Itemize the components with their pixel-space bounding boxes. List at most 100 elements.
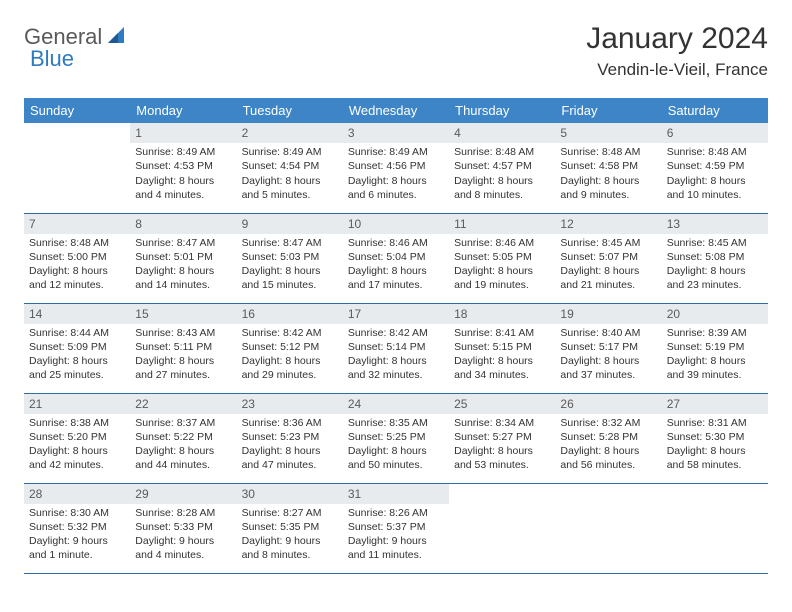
sunrise-text: Sunrise: 8:45 AM <box>667 236 763 250</box>
day-number: 28 <box>24 484 130 504</box>
day-number: 16 <box>237 304 343 324</box>
cell-body: Sunrise: 8:30 AMSunset: 5:32 PMDaylight:… <box>24 504 130 567</box>
cell-body: Sunrise: 8:48 AMSunset: 4:59 PMDaylight:… <box>662 143 768 206</box>
cell-body: Sunrise: 8:28 AMSunset: 5:33 PMDaylight:… <box>130 504 236 567</box>
daylight-text: Daylight: 8 hours and 47 minutes. <box>242 444 338 472</box>
day-number: 17 <box>343 304 449 324</box>
sunset-text: Sunset: 5:22 PM <box>135 430 231 444</box>
cell-body: Sunrise: 8:38 AMSunset: 5:20 PMDaylight:… <box>24 414 130 477</box>
daylight-text: Daylight: 8 hours and 19 minutes. <box>454 264 550 292</box>
calendar-cell <box>449 483 555 573</box>
cell-body: Sunrise: 8:48 AMSunset: 4:57 PMDaylight:… <box>449 143 555 206</box>
daylight-text: Daylight: 8 hours and 25 minutes. <box>29 354 125 382</box>
day-number: 6 <box>662 123 768 143</box>
day-number: 1 <box>130 123 236 143</box>
month-title: January 2024 <box>586 22 768 56</box>
calendar-cell: 21Sunrise: 8:38 AMSunset: 5:20 PMDayligh… <box>24 393 130 483</box>
daylight-text: Daylight: 8 hours and 42 minutes. <box>29 444 125 472</box>
day-number: 5 <box>555 123 661 143</box>
day-header: Saturday <box>662 98 768 123</box>
location-label: Vendin-le-Vieil, France <box>586 60 768 80</box>
day-number: 14 <box>24 304 130 324</box>
sunset-text: Sunset: 4:58 PM <box>560 159 656 173</box>
day-number: 13 <box>662 214 768 234</box>
calendar-cell: 12Sunrise: 8:45 AMSunset: 5:07 PMDayligh… <box>555 213 661 303</box>
day-number: 25 <box>449 394 555 414</box>
daylight-text: Daylight: 8 hours and 37 minutes. <box>560 354 656 382</box>
day-number: 10 <box>343 214 449 234</box>
sunrise-text: Sunrise: 8:43 AM <box>135 326 231 340</box>
daylight-text: Daylight: 8 hours and 32 minutes. <box>348 354 444 382</box>
cell-body: Sunrise: 8:45 AMSunset: 5:08 PMDaylight:… <box>662 234 768 297</box>
sunrise-text: Sunrise: 8:41 AM <box>454 326 550 340</box>
calendar-cell: 16Sunrise: 8:42 AMSunset: 5:12 PMDayligh… <box>237 303 343 393</box>
calendar-table: Sunday Monday Tuesday Wednesday Thursday… <box>24 98 768 574</box>
sunset-text: Sunset: 4:57 PM <box>454 159 550 173</box>
day-header-row: Sunday Monday Tuesday Wednesday Thursday… <box>24 98 768 123</box>
day-number: 9 <box>237 214 343 234</box>
day-number: 18 <box>449 304 555 324</box>
cell-body: Sunrise: 8:45 AMSunset: 5:07 PMDaylight:… <box>555 234 661 297</box>
calendar-cell: 25Sunrise: 8:34 AMSunset: 5:27 PMDayligh… <box>449 393 555 483</box>
sunrise-text: Sunrise: 8:48 AM <box>29 236 125 250</box>
sunset-text: Sunset: 5:00 PM <box>29 250 125 264</box>
day-number: 8 <box>130 214 236 234</box>
cell-body: Sunrise: 8:48 AMSunset: 4:58 PMDaylight:… <box>555 143 661 206</box>
calendar-cell: 9Sunrise: 8:47 AMSunset: 5:03 PMDaylight… <box>237 213 343 303</box>
cell-body: Sunrise: 8:36 AMSunset: 5:23 PMDaylight:… <box>237 414 343 477</box>
day-number: 7 <box>24 214 130 234</box>
day-number: 26 <box>555 394 661 414</box>
cell-body: Sunrise: 8:35 AMSunset: 5:25 PMDaylight:… <box>343 414 449 477</box>
cell-body: Sunrise: 8:42 AMSunset: 5:14 PMDaylight:… <box>343 324 449 387</box>
day-number: 4 <box>449 123 555 143</box>
sunset-text: Sunset: 5:01 PM <box>135 250 231 264</box>
cell-body: Sunrise: 8:49 AMSunset: 4:53 PMDaylight:… <box>130 143 236 206</box>
day-number: 12 <box>555 214 661 234</box>
cell-body: Sunrise: 8:34 AMSunset: 5:27 PMDaylight:… <box>449 414 555 477</box>
calendar-cell: 14Sunrise: 8:44 AMSunset: 5:09 PMDayligh… <box>24 303 130 393</box>
sunset-text: Sunset: 5:08 PM <box>667 250 763 264</box>
day-number: 3 <box>343 123 449 143</box>
logo-sail-icon <box>106 25 126 50</box>
calendar-cell: 24Sunrise: 8:35 AMSunset: 5:25 PMDayligh… <box>343 393 449 483</box>
calendar-cell: 22Sunrise: 8:37 AMSunset: 5:22 PMDayligh… <box>130 393 236 483</box>
calendar-cell: 3Sunrise: 8:49 AMSunset: 4:56 PMDaylight… <box>343 123 449 213</box>
day-header: Monday <box>130 98 236 123</box>
sunrise-text: Sunrise: 8:48 AM <box>667 145 763 159</box>
daylight-text: Daylight: 9 hours and 8 minutes. <box>242 534 338 562</box>
daylight-text: Daylight: 8 hours and 6 minutes. <box>348 174 444 202</box>
calendar-cell: 4Sunrise: 8:48 AMSunset: 4:57 PMDaylight… <box>449 123 555 213</box>
cell-body: Sunrise: 8:41 AMSunset: 5:15 PMDaylight:… <box>449 324 555 387</box>
sunrise-text: Sunrise: 8:49 AM <box>242 145 338 159</box>
calendar-cell <box>24 123 130 213</box>
calendar-cell: 30Sunrise: 8:27 AMSunset: 5:35 PMDayligh… <box>237 483 343 573</box>
day-number: 15 <box>130 304 236 324</box>
cell-body: Sunrise: 8:32 AMSunset: 5:28 PMDaylight:… <box>555 414 661 477</box>
sunset-text: Sunset: 5:23 PM <box>242 430 338 444</box>
sunset-text: Sunset: 5:32 PM <box>29 520 125 534</box>
daylight-text: Daylight: 8 hours and 56 minutes. <box>560 444 656 472</box>
sunset-text: Sunset: 5:28 PM <box>560 430 656 444</box>
sunset-text: Sunset: 5:11 PM <box>135 340 231 354</box>
day-header: Tuesday <box>237 98 343 123</box>
sunrise-text: Sunrise: 8:40 AM <box>560 326 656 340</box>
calendar-cell: 15Sunrise: 8:43 AMSunset: 5:11 PMDayligh… <box>130 303 236 393</box>
sunrise-text: Sunrise: 8:36 AM <box>242 416 338 430</box>
sunrise-text: Sunrise: 8:46 AM <box>348 236 444 250</box>
daylight-text: Daylight: 8 hours and 53 minutes. <box>454 444 550 472</box>
sunrise-text: Sunrise: 8:45 AM <box>560 236 656 250</box>
cell-body: Sunrise: 8:27 AMSunset: 5:35 PMDaylight:… <box>237 504 343 567</box>
day-header: Thursday <box>449 98 555 123</box>
cell-body: Sunrise: 8:49 AMSunset: 4:56 PMDaylight:… <box>343 143 449 206</box>
daylight-text: Daylight: 9 hours and 11 minutes. <box>348 534 444 562</box>
cell-body: Sunrise: 8:47 AMSunset: 5:01 PMDaylight:… <box>130 234 236 297</box>
calendar-cell: 7Sunrise: 8:48 AMSunset: 5:00 PMDaylight… <box>24 213 130 303</box>
sunset-text: Sunset: 5:35 PM <box>242 520 338 534</box>
header: General January 2024 Vendin-le-Vieil, Fr… <box>24 22 768 80</box>
calendar-cell: 27Sunrise: 8:31 AMSunset: 5:30 PMDayligh… <box>662 393 768 483</box>
daylight-text: Daylight: 8 hours and 8 minutes. <box>454 174 550 202</box>
calendar-cell: 26Sunrise: 8:32 AMSunset: 5:28 PMDayligh… <box>555 393 661 483</box>
sunset-text: Sunset: 5:05 PM <box>454 250 550 264</box>
day-number: 27 <box>662 394 768 414</box>
cell-body: Sunrise: 8:43 AMSunset: 5:11 PMDaylight:… <box>130 324 236 387</box>
